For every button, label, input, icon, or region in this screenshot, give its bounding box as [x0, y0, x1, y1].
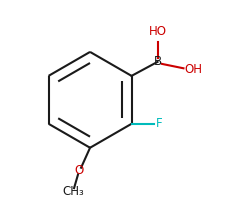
- Text: HO: HO: [149, 25, 167, 38]
- Text: B: B: [153, 55, 162, 68]
- Text: O: O: [74, 164, 84, 177]
- Text: CH₃: CH₃: [62, 185, 84, 198]
- Text: F: F: [156, 117, 162, 130]
- Text: OH: OH: [185, 63, 203, 76]
